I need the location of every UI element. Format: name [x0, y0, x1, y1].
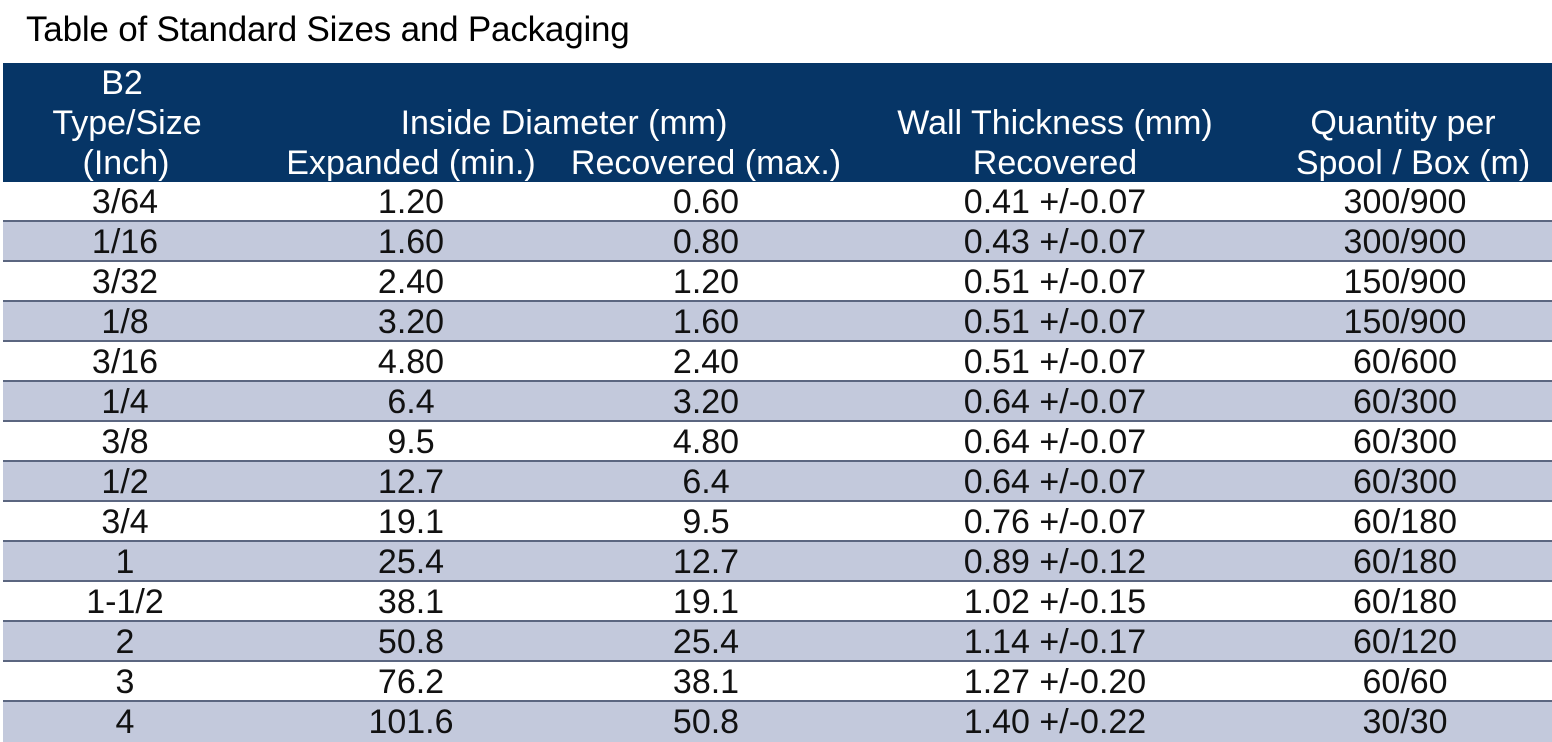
cell-wall-thickness: 0.89 +/-0.12 [963, 543, 1147, 581]
cell-wall-thickness: 1.27 +/-0.20 [963, 663, 1147, 701]
cell-expanded: 101.6 [368, 703, 454, 741]
header-recovered-max: Recovered (max.) [570, 144, 842, 182]
cell-expanded: 2.40 [377, 263, 445, 301]
cell-type-size: 3/64 [91, 183, 159, 221]
cell-quantity: 60/300 [1353, 383, 1457, 421]
cell-type-size: 1-1/2 [86, 583, 164, 621]
cell-recovered: 25.4 [672, 623, 740, 661]
cell-wall-thickness: 0.43 +/-0.07 [963, 223, 1147, 261]
header-quantity-line1: Quantity per [1310, 104, 1496, 142]
cell-type-size: 4 [115, 703, 135, 741]
cell-recovered: 19.1 [672, 583, 740, 621]
header-inside-diameter: Inside Diameter (mm) [400, 104, 728, 142]
table-body: 3/64 1.20 0.60 0.41 +/-0.07 300/900 1/16 1.60 0… [3, 182, 1552, 742]
cell-type-size: 3/32 [91, 263, 159, 301]
cell-wall-thickness: 1.14 +/-0.17 [963, 623, 1147, 661]
cell-wall-thickness: 0.41 +/-0.07 [963, 183, 1147, 221]
cell-quantity: 30/30 [1362, 703, 1448, 741]
table-row: 3/16 4.80 2.40 0.51 +/-0.07 60/600 [3, 342, 1552, 382]
cell-quantity: 150/900 [1343, 303, 1467, 341]
cell-recovered: 12.7 [672, 543, 740, 581]
table-row: 3/32 2.40 1.20 0.51 +/-0.07 150/900 [3, 262, 1552, 302]
table-row: 1/16 1.60 0.80 0.43 +/-0.07 300/900 [3, 222, 1552, 262]
cell-wall-thickness: 0.64 +/-0.07 [963, 423, 1147, 461]
table-row: 3 76.2 38.1 1.27 +/-0.20 60/60 [3, 662, 1552, 702]
table-row: 1/4 6.4 3.20 0.64 +/-0.07 60/300 [3, 382, 1552, 422]
cell-quantity: 60/180 [1353, 503, 1457, 541]
cell-wall-thickness: 0.64 +/-0.07 [963, 383, 1147, 421]
table-row: 3/64 1.20 0.60 0.41 +/-0.07 300/900 [3, 182, 1552, 222]
cell-expanded: 76.2 [377, 663, 445, 701]
table-row: 4 101.6 50.8 1.40 +/-0.22 30/30 [3, 702, 1552, 742]
cell-expanded: 6.4 [387, 383, 435, 421]
header-wall-thickness: Wall Thickness (mm) [897, 104, 1213, 142]
cell-recovered: 0.80 [672, 223, 740, 261]
cell-quantity: 60/300 [1353, 463, 1457, 501]
cell-recovered: 2.40 [672, 343, 740, 381]
cell-recovered: 0.60 [672, 183, 740, 221]
page-title: Table of Standard Sizes and Packaging [26, 10, 630, 49]
cell-recovered: 4.80 [672, 423, 740, 461]
cell-expanded: 4.80 [377, 343, 445, 381]
cell-wall-thickness: 0.51 +/-0.07 [963, 303, 1147, 341]
cell-quantity: 300/900 [1343, 183, 1467, 221]
cell-quantity: 150/900 [1343, 263, 1467, 301]
table-row: 2 50.8 25.4 1.14 +/-0.17 60/120 [3, 622, 1552, 662]
table-row: 1-1/2 38.1 19.1 1.02 +/-0.15 60/180 [3, 582, 1552, 622]
cell-recovered: 9.5 [682, 503, 730, 541]
header-wall-recovered: Recovered [972, 144, 1138, 182]
cell-expanded: 38.1 [377, 583, 445, 621]
cell-recovered: 50.8 [672, 703, 740, 741]
cell-wall-thickness: 1.02 +/-0.15 [963, 583, 1147, 621]
header-type-size-line3: (Inch) [82, 144, 170, 182]
cell-quantity: 60/300 [1353, 423, 1457, 461]
cell-quantity: 60/600 [1353, 343, 1457, 381]
table-row: 3/4 19.1 9.5 0.76 +/-0.07 60/180 [3, 502, 1552, 542]
table-row: 1/8 3.20 1.60 0.51 +/-0.07 150/900 [3, 302, 1552, 342]
cell-type-size: 3/4 [101, 503, 149, 541]
cell-expanded: 1.60 [377, 223, 445, 261]
cell-quantity: 60/120 [1353, 623, 1457, 661]
cell-type-size: 2 [115, 623, 135, 661]
cell-wall-thickness: 1.40 +/-0.22 [963, 703, 1147, 741]
cell-expanded: 9.5 [387, 423, 435, 461]
header-type-size-line2: Type/Size [52, 104, 202, 142]
cell-quantity: 60/180 [1353, 543, 1457, 581]
cell-expanded: 1.20 [377, 183, 445, 221]
table-row: 1 25.4 12.7 0.89 +/-0.12 60/180 [3, 542, 1552, 582]
cell-type-size: 1 [115, 543, 135, 581]
table-header: B2 Type/Size (Inch) Inside Diameter (mm)… [3, 63, 1552, 182]
header-type-size-line1: B2 [101, 64, 143, 102]
cell-wall-thickness: 0.76 +/-0.07 [963, 503, 1147, 541]
cell-type-size: 3/16 [91, 343, 159, 381]
cell-recovered: 6.4 [682, 463, 730, 501]
header-expanded: Expanded (min.) [286, 144, 536, 182]
cell-recovered: 1.60 [672, 303, 740, 341]
cell-expanded: 12.7 [377, 463, 445, 501]
cell-type-size: 3 [115, 663, 135, 701]
cell-quantity: 60/180 [1353, 583, 1457, 621]
table-row: 3/8 9.5 4.80 0.64 +/-0.07 60/300 [3, 422, 1552, 462]
cell-type-size: 1/4 [101, 383, 149, 421]
cell-recovered: 38.1 [672, 663, 740, 701]
cell-expanded: 19.1 [377, 503, 445, 541]
cell-type-size: 3/8 [101, 423, 149, 461]
cell-wall-thickness: 0.51 +/-0.07 [963, 343, 1147, 381]
cell-type-size: 1/8 [101, 303, 149, 341]
cell-expanded: 3.20 [377, 303, 445, 341]
cell-quantity: 60/60 [1362, 663, 1448, 701]
header-quantity-line2: Spool / Box (m) [1295, 144, 1531, 182]
cell-expanded: 50.8 [377, 623, 445, 661]
cell-recovered: 1.20 [672, 263, 740, 301]
table-row: 1/2 12.7 6.4 0.64 +/-0.07 60/300 [3, 462, 1552, 502]
cell-wall-thickness: 0.51 +/-0.07 [963, 263, 1147, 301]
cell-type-size: 1/16 [91, 223, 159, 261]
cell-recovered: 3.20 [672, 383, 740, 421]
cell-quantity: 300/900 [1343, 223, 1467, 261]
cell-expanded: 25.4 [377, 543, 445, 581]
cell-type-size: 1/2 [101, 463, 149, 501]
cell-wall-thickness: 0.64 +/-0.07 [963, 463, 1147, 501]
